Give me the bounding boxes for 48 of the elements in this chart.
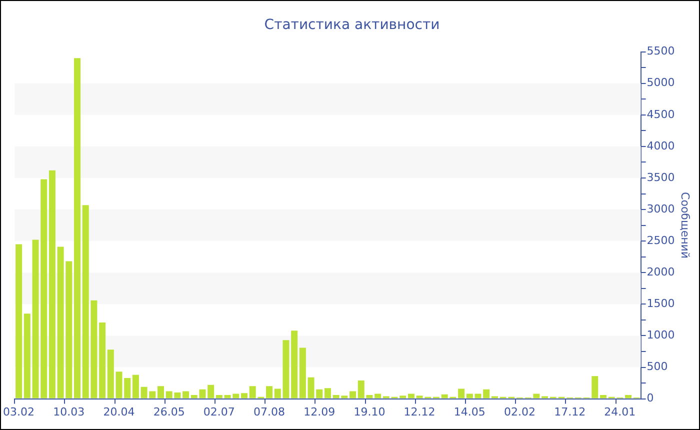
x-tick-label: 12.12 [404,405,436,418]
x-tick-label: 02.07 [203,405,235,418]
x-tick-label: 12.09 [304,405,336,418]
y-tick-label: 500 [646,360,668,374]
bar [458,388,465,398]
x-tick-label: 07.08 [254,405,286,418]
y-axis-title: Сообщений [678,192,692,259]
bar [374,394,382,398]
x-tick-label: 19.10 [354,405,386,418]
bar [182,391,190,398]
bar [299,348,306,398]
x-tick-label: 20.04 [103,405,135,418]
y-tick-label: 5000 [646,76,675,90]
bar [24,314,30,398]
x-tick-label: 17.12 [554,405,586,418]
x-tick-label: 24.01 [604,405,636,418]
x-tick-label: 14.05 [454,405,486,418]
bar [48,170,56,398]
bar [600,395,606,398]
bar [216,395,222,398]
y-tick-label: 3500 [646,170,675,184]
bar [350,391,356,398]
bar [157,386,164,398]
bar [208,384,214,398]
bar [99,322,106,398]
bar [291,330,298,398]
x-tick-label: 02.02 [504,405,536,418]
bar [324,388,331,398]
x-tick-label: 03.02 [3,405,35,418]
y-tick-label: 2500 [646,234,675,247]
x-tick-label: 26.05 [153,405,185,418]
bar [408,394,414,398]
bar [625,395,632,398]
y-tick-label: 4000 [646,139,675,152]
y-tick-label: 3000 [646,202,675,216]
bar [74,58,81,398]
y-tick-label: 4500 [646,108,675,121]
bar [266,386,273,398]
x-tick-label: 10.03 [53,405,85,418]
y-tick-label: 1000 [646,328,675,342]
y-tick-label: 0 [646,392,654,405]
y-tick-label: 1500 [646,297,675,310]
chart-title: Статистика активности [264,17,440,34]
bar [16,244,22,398]
bar [240,393,248,398]
y-tick-label: 2000 [646,265,675,278]
y-tick-label: 5500 [646,44,675,58]
bar [132,374,139,398]
